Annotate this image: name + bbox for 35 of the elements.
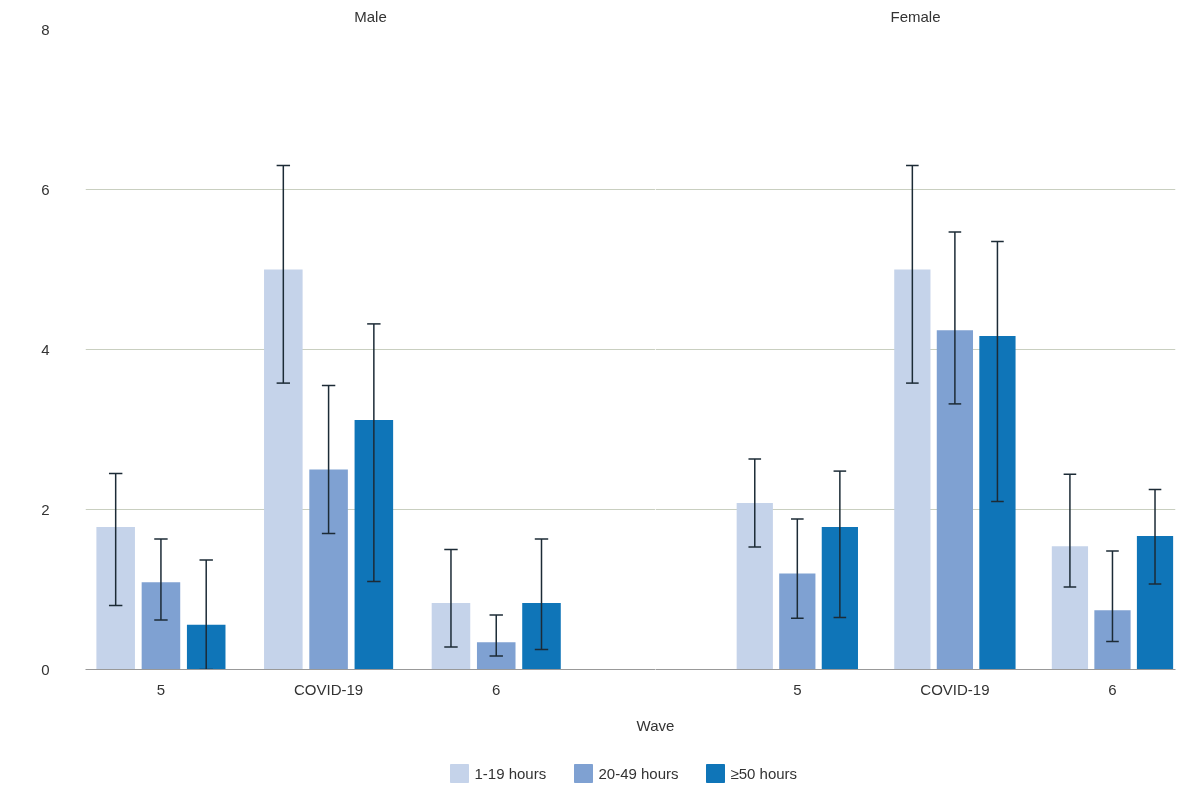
chart-title: Female (890, 7, 941, 25)
bar (779, 573, 816, 670)
legend-label: 1-19 hours (474, 765, 547, 782)
chart-title: Male (354, 7, 387, 25)
y-tick-label: 4 (41, 340, 50, 358)
bar (309, 469, 348, 670)
bar (1051, 546, 1089, 670)
y-tick-label: 2 (41, 500, 50, 518)
bar (96, 527, 135, 670)
y-tick-label: 6 (41, 180, 50, 198)
bar (1094, 610, 1131, 670)
x-axis-title: Wave (636, 717, 675, 734)
y-tick-label: 8 (41, 20, 50, 38)
bar (936, 330, 974, 670)
x-tick-label: 5 (156, 680, 166, 698)
x-tick-label: 6 (492, 680, 501, 698)
x-tick-label: 5 (793, 680, 802, 698)
y-tick-label: 0 (41, 660, 50, 678)
bar (476, 642, 516, 670)
bar (821, 527, 858, 670)
bar (979, 335, 1016, 670)
legend-label: 20-49 hours (598, 765, 679, 782)
legend-label: ≥50 hours (730, 765, 798, 782)
bar (264, 269, 303, 670)
bar (186, 624, 226, 670)
bar (736, 503, 773, 670)
x-tick-label: 6 (1108, 680, 1117, 698)
bar (1136, 535, 1174, 670)
bar (894, 269, 931, 670)
bar (354, 419, 394, 670)
bar (522, 603, 561, 670)
x-tick-label: COVID-19 (294, 680, 364, 698)
x-tick-label: COVID-19 (920, 680, 990, 698)
bar (431, 603, 471, 670)
bar (141, 582, 181, 670)
